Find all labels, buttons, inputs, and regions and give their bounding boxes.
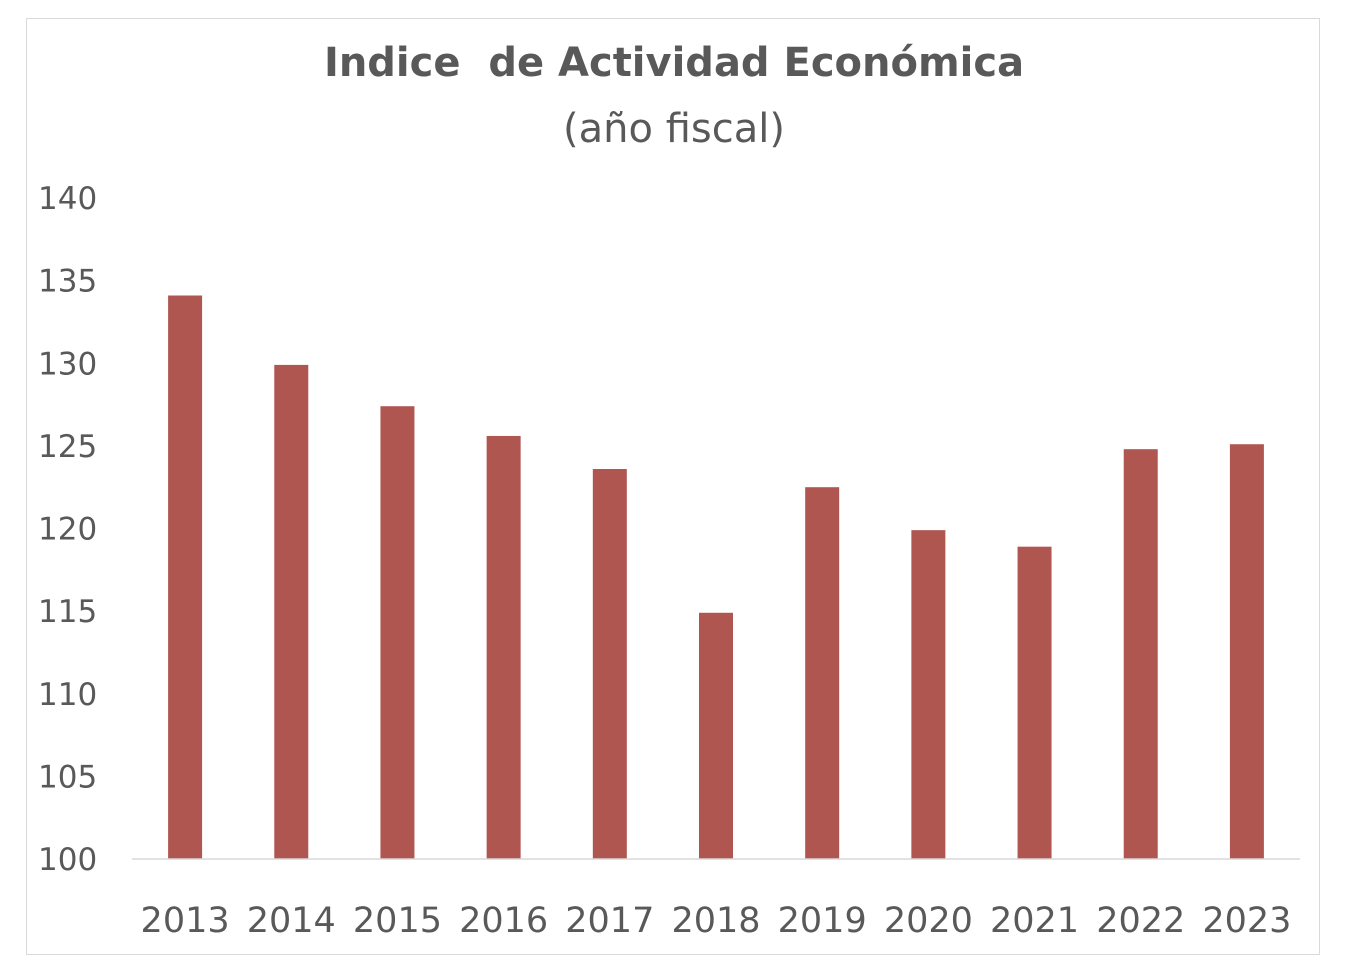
bar-2013 [168, 295, 203, 859]
x-tick-label: 2020 [884, 901, 973, 941]
x-axis: 2013 2014 2015 2016 2017 2018 2019 2020 2021 2022… [132, 858, 1300, 941]
x-tick-label: 2023 [1202, 901, 1291, 941]
bar-2021 [1017, 546, 1052, 859]
x-tick-label: 2015 [353, 901, 442, 941]
x-tick-label: 2019 [778, 901, 867, 941]
y-tick-label: 130 [38, 346, 97, 382]
y-tick-label: 105 [38, 759, 97, 795]
y-tick-label: 110 [38, 677, 97, 713]
chart-subtitle: (año fiscal) [563, 106, 785, 152]
y-tick-label: 120 [38, 512, 97, 548]
y-tick-label: 115 [38, 594, 97, 630]
x-tick-label: 2017 [565, 901, 654, 941]
y-tick-label: 125 [38, 429, 97, 465]
bar-2014 [274, 364, 309, 859]
y-tick-label: 100 [38, 842, 97, 878]
x-tick-label: 2016 [459, 901, 548, 941]
x-tick-label: 2013 [141, 901, 230, 941]
bar-2020 [911, 530, 946, 859]
bar-2019 [805, 487, 840, 859]
x-tick-label: 2014 [247, 901, 336, 941]
bar-2016 [486, 435, 521, 859]
y-tick-label: 140 [38, 181, 97, 217]
x-tick-label: 2018 [671, 901, 760, 941]
bar-series [168, 295, 1264, 859]
bar-2015 [380, 406, 415, 859]
x-tick-label: 2021 [990, 901, 1079, 941]
bar-2017 [592, 469, 627, 859]
x-tick-label: 2022 [1096, 901, 1185, 941]
chart-title: Indice de Actividad Económica [323, 40, 1025, 86]
bar-2023 [1229, 444, 1264, 859]
bar-2022 [1123, 449, 1158, 859]
bar-2018 [699, 612, 733, 859]
y-tick-label: 135 [38, 264, 97, 300]
y-axis: 100 105 110 115 120 125 130 135 140 [38, 181, 97, 878]
chart-frame [26, 18, 1320, 955]
